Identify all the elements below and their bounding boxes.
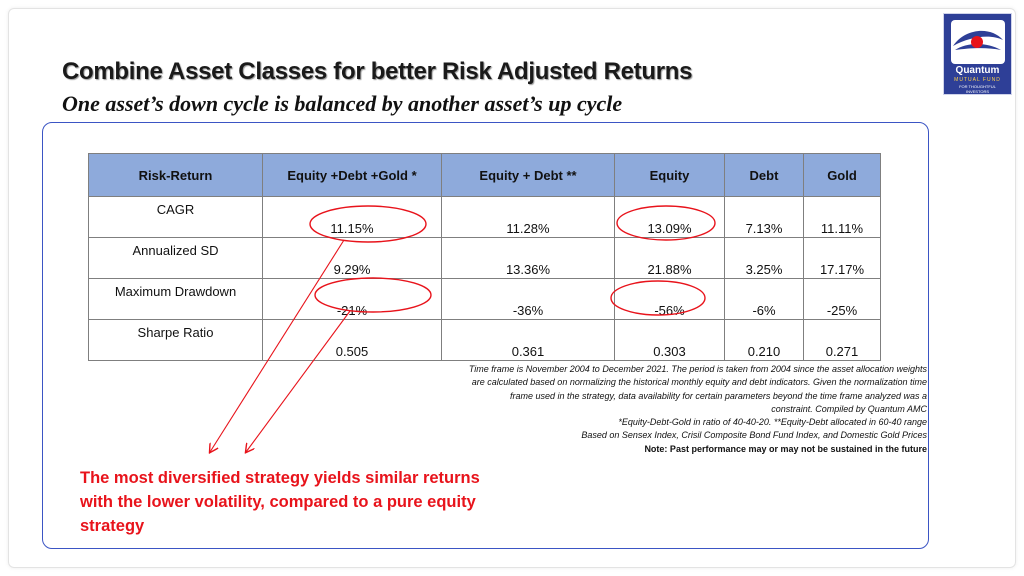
column-header: Equity +Debt +Gold * bbox=[262, 153, 442, 197]
table-cell: 13.36% bbox=[441, 237, 615, 279]
disclaimer-note: Note: Past performance may or may not be… bbox=[644, 443, 927, 454]
logo-sub: MUTUAL FUND bbox=[954, 77, 1001, 83]
table-cell: 0.271 bbox=[803, 319, 881, 361]
content-panel bbox=[42, 122, 929, 549]
footnote-line: Based on Sensex Index, Crisil Composite … bbox=[581, 430, 927, 441]
table-cell: -25% bbox=[803, 278, 881, 320]
table-row: Sharpe Ratio 0.505 0.361 0.303 0.210 0.2… bbox=[88, 319, 881, 361]
metric-label: Annualized SD bbox=[88, 237, 263, 279]
table-header-row: Risk-Return Equity +Debt +Gold * Equity … bbox=[88, 153, 881, 197]
footnote-block: Time frame is November 2004 to December … bbox=[367, 363, 927, 456]
table-cell: 11.28% bbox=[441, 196, 615, 238]
table-cell: 11.11% bbox=[803, 196, 881, 238]
column-header: Debt bbox=[724, 153, 804, 197]
table-cell: 7.13% bbox=[724, 196, 804, 238]
logo-emblem-icon bbox=[951, 20, 1005, 64]
metric-label: Maximum Drawdown bbox=[88, 278, 263, 320]
table-row: CAGR 11.15% 11.28% 13.09% 7.13% 11.11% bbox=[88, 196, 881, 238]
key-takeaway-callout: The most diversified strategy yields sim… bbox=[80, 469, 480, 535]
column-header: Risk-Return bbox=[88, 153, 263, 197]
footnote-line: frame used in the strategy, data availab… bbox=[509, 390, 927, 401]
table-cell: 0.361 bbox=[441, 319, 615, 361]
table-cell: 17.17% bbox=[803, 237, 881, 279]
logo-tagline-1: FOR THOUGHTFUL bbox=[959, 84, 996, 89]
table-cell: 9.29% bbox=[262, 237, 442, 279]
footnote-line: *Equity-Debt-Gold in ratio of 40-40-20. … bbox=[618, 417, 927, 428]
table-cell: 3.25% bbox=[724, 237, 804, 279]
footnote-line: are calculated based on normalizing the … bbox=[471, 377, 927, 388]
metric-label: CAGR bbox=[88, 196, 263, 238]
table-cell: 11.15% bbox=[262, 196, 442, 238]
table-cell: 0.505 bbox=[262, 319, 442, 361]
table-cell: 0.303 bbox=[614, 319, 725, 361]
table-row: Annualized SD 9.29% 13.36% 21.88% 3.25% … bbox=[88, 237, 881, 279]
column-header: Equity bbox=[614, 153, 725, 197]
slide-title: Combine Asset Classes for better Risk Ad… bbox=[62, 58, 693, 85]
logo-name: Quantum bbox=[955, 65, 1000, 76]
footnote-line: constraint. Compiled by Quantum AMC bbox=[771, 403, 927, 414]
logo-tagline: FOR THOUGHTFUL INVESTORS bbox=[944, 84, 1011, 94]
quantum-logo: Quantum MUTUAL FUND FOR THOUGHTFUL INVES… bbox=[943, 13, 1012, 95]
slide-subtitle: One asset’s down cycle is balanced by an… bbox=[62, 91, 623, 116]
metric-label: Sharpe Ratio bbox=[88, 319, 263, 361]
column-header: Equity + Debt ** bbox=[441, 153, 615, 197]
table-cell: 0.210 bbox=[724, 319, 804, 361]
table-row: Maximum Drawdown -21% -36% -56% -6% -25% bbox=[88, 278, 881, 320]
table-cell: -21% bbox=[262, 278, 442, 320]
table-cell: -6% bbox=[724, 278, 804, 320]
slide-frame bbox=[8, 8, 1016, 568]
table-cell: 21.88% bbox=[614, 237, 725, 279]
logo-tagline-2: INVESTORS bbox=[965, 89, 990, 94]
table-cell: 13.09% bbox=[614, 196, 725, 238]
column-header: Gold bbox=[803, 153, 881, 197]
table-cell: -36% bbox=[441, 278, 615, 320]
risk-return-table: Risk-Return Equity +Debt +Gold * Equity … bbox=[88, 153, 881, 361]
footnote-line: Time frame is November 2004 to December … bbox=[468, 364, 927, 374]
table-cell: -56% bbox=[614, 278, 725, 320]
